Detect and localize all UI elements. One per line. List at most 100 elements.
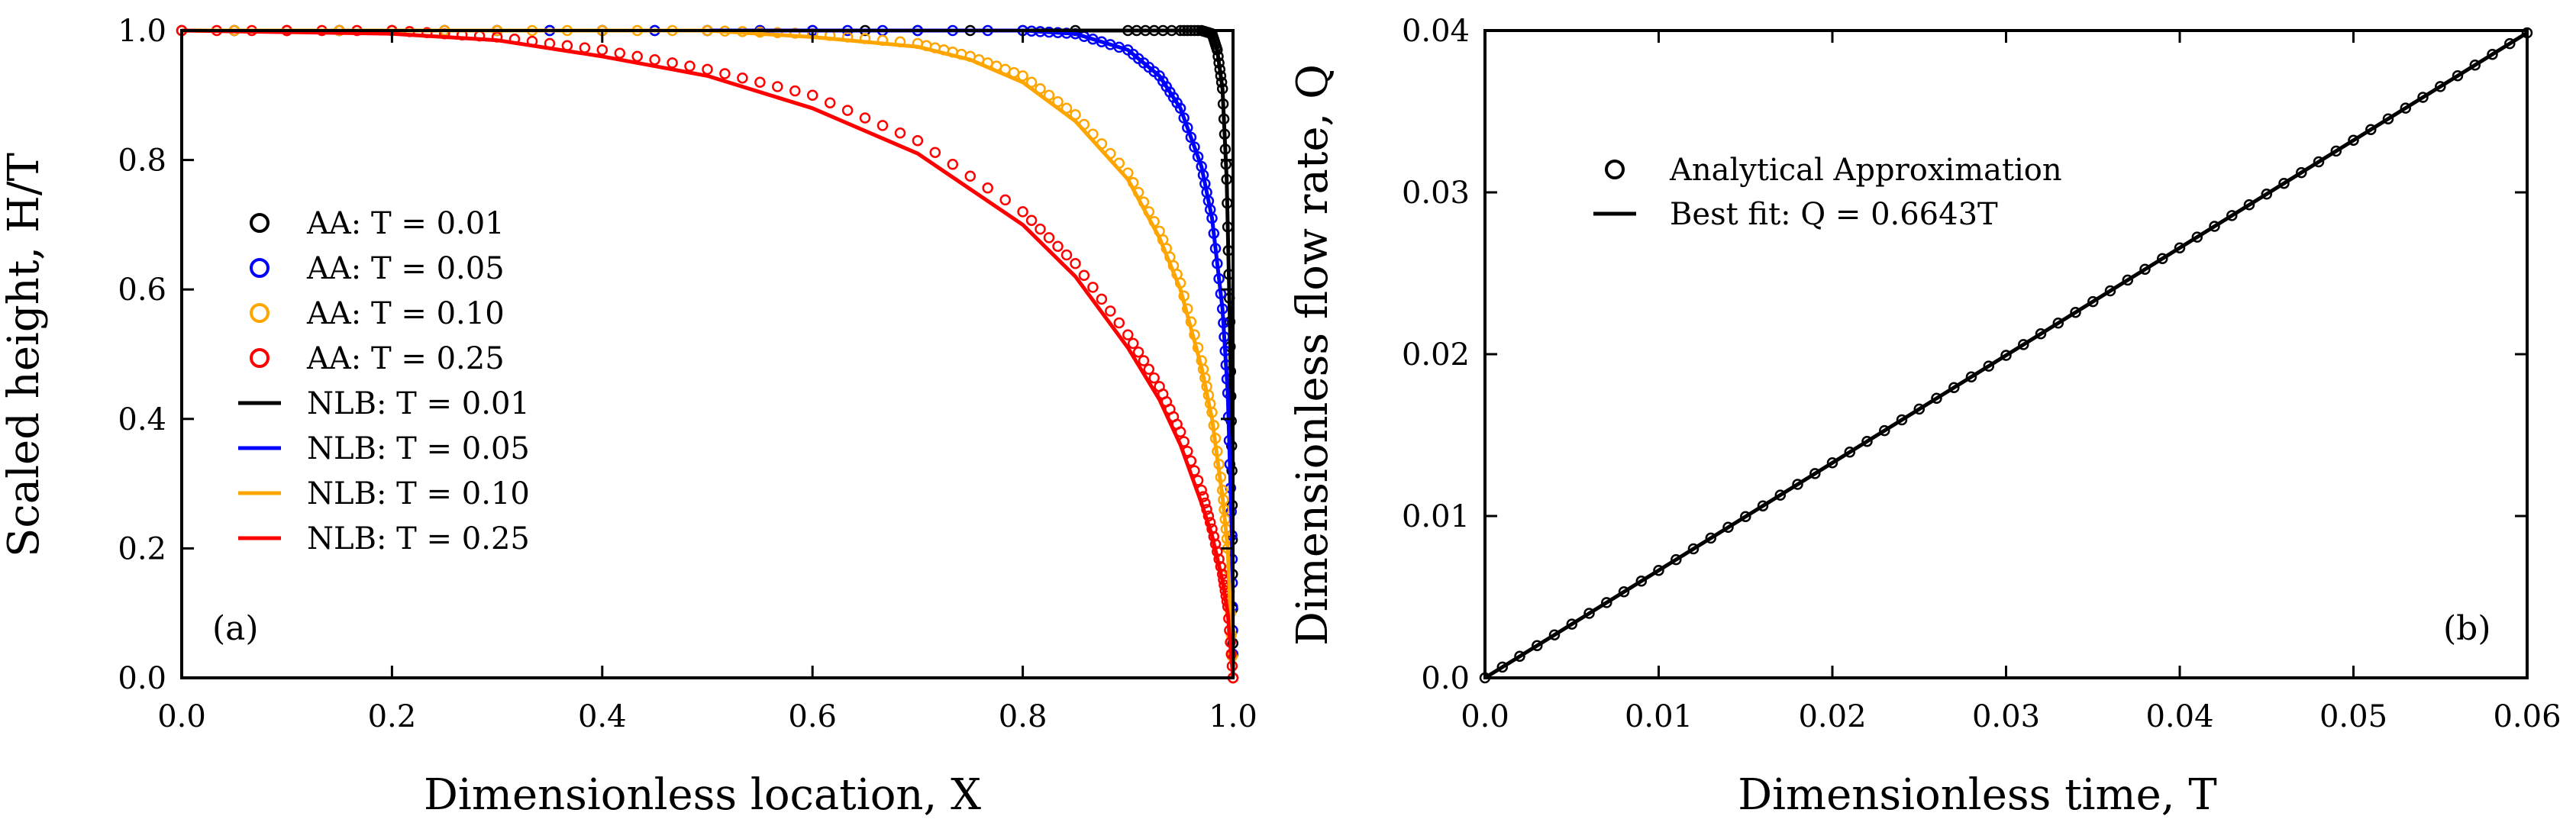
panel-b-series-analytical-approximation-marker bbox=[1687, 543, 1700, 555]
panel-b-series-analytical-approximation-marker bbox=[2122, 274, 2134, 286]
panel-b: 0.0 0.01 0.02 0.03 0.04 0.05 0.06 0.0 0.01 0.02 0.… bbox=[1288, 14, 2561, 820]
panel-a-series-aa-t-0-25-marker bbox=[667, 57, 678, 69]
panel-a-series-aa-t-0-25-marker bbox=[1138, 355, 1150, 366]
panel-b-series-analytical-approximation-marker bbox=[1913, 403, 1926, 415]
panel-a-x-tick-label: 0.0 bbox=[157, 699, 206, 734]
panel-b-series-analytical-approximation-marker bbox=[2087, 295, 2099, 308]
panel-b-y-tick-label: 0.02 bbox=[1402, 337, 1470, 373]
panel-b-series-analytical-approximation-marker bbox=[1931, 392, 1942, 405]
panel-b-series-analytical-approximation-marker bbox=[2104, 285, 2116, 297]
panel-a-series-aa-t-0-25-marker bbox=[1035, 223, 1046, 235]
panel-b-series-analytical-approximation-marker bbox=[1826, 457, 1838, 469]
panel-a-series-aa-t-0-05-marker bbox=[1171, 97, 1183, 108]
panel-a-series-aa-t-0-25-marker bbox=[1132, 346, 1144, 358]
panel-b-series-analytical-approximation-marker bbox=[1496, 661, 1509, 673]
panel-b-series-analytical-approximation-marker bbox=[1809, 468, 1821, 479]
panel-a-series-aa-t-0-25-marker bbox=[1017, 206, 1028, 218]
panel-a-y-tick-label: 0.2 bbox=[118, 531, 166, 566]
panel-b-y-axis-label: Dimensionless flow rate, Q bbox=[1288, 64, 1338, 646]
panel-a-series-aa-t-0-25-marker bbox=[702, 63, 713, 76]
panel-b-series-analytical-approximation-marker bbox=[1671, 553, 1682, 566]
panel-b-series-analytical-approximation-marker bbox=[1844, 447, 1856, 458]
panel-b-series-analytical-approximation-marker bbox=[2191, 231, 2203, 243]
panel-a-y-tick-label: 0.6 bbox=[118, 273, 166, 308]
panel-b-y-tick-label: 0.03 bbox=[1402, 176, 1470, 211]
panel-a-series-aa-t-0-25-marker bbox=[999, 194, 1011, 206]
panel-a-legend-aa-t-0-25-swatch bbox=[250, 348, 270, 368]
panel-a-legend-aa-t-0-25-label: AA: T = 0.25 bbox=[306, 341, 505, 376]
panel-a-series-aa-t-0-25-marker bbox=[824, 97, 836, 108]
panel-b-series-analytical-approximation-marker bbox=[1965, 371, 1977, 382]
panel-b-series-analytical-approximation-marker bbox=[2052, 318, 2064, 329]
panel-a-series-aa-t-0-25-marker bbox=[1052, 240, 1064, 252]
panel-b-x-axis-label: Dimensionless time, T bbox=[1738, 770, 2216, 820]
panel-b-series-analytical-approximation-marker bbox=[1653, 564, 1664, 576]
panel-a-x-tick-label: 1.0 bbox=[1209, 699, 1257, 734]
panel-b-series-analytical-approximation-marker bbox=[2330, 145, 2342, 157]
panel-b-series-analytical-approximation-marker bbox=[2487, 48, 2498, 60]
panel-a-series-aa-t-0-25-marker bbox=[841, 105, 854, 116]
panel-a-legend-aa-t-0-10-label: AA: T = 0.10 bbox=[306, 296, 505, 331]
panel-b-series-analytical-approximation-marker bbox=[2035, 328, 2047, 340]
panel-b-series-analytical-approximation-marker bbox=[1635, 576, 1648, 587]
panel-b-series-analytical-approximation-marker bbox=[1618, 586, 1630, 598]
panel-b-series-analytical-approximation-marker bbox=[2157, 253, 2168, 265]
panel-b-series-analytical-approximation-marker bbox=[1532, 640, 1543, 652]
panel-a: 0.0 0.2 0.4 0.6 0.8 1.0 0.0 0.2 0.4 0.6 0.8 1.0 Dim… bbox=[0, 14, 1257, 820]
panel-b-y-tick-label: 0.01 bbox=[1402, 499, 1470, 534]
panel-b-series-analytical-approximation-marker bbox=[1861, 435, 1873, 447]
panel-a-series-aa-t-0-25-marker bbox=[1096, 293, 1108, 305]
panel-b-series-analytical-approximation-marker bbox=[2400, 102, 2412, 114]
panel-b-series-analytical-approximation-marker bbox=[2261, 189, 2273, 200]
panel-a-series-aa-t-0-25-marker bbox=[649, 53, 660, 66]
panel-b-series-analytical-approximation-marker bbox=[2174, 242, 2186, 253]
panel-a-y-tick-label: 0.8 bbox=[118, 144, 166, 179]
panel-b-series-analytical-approximation-marker bbox=[1879, 424, 1890, 437]
panel-a-legend-nlb-t-0-05-label: NLB: T = 0.05 bbox=[307, 431, 530, 466]
panel-b-series-analytical-approximation-marker bbox=[1757, 500, 1769, 511]
panel-a-series-aa-t-0-25-marker bbox=[982, 182, 993, 194]
panel-a-series-aa-t-0-25-marker bbox=[929, 147, 941, 158]
panel-b-series-analytical-approximation-marker bbox=[1774, 489, 1787, 501]
panel-b-series-analytical-approximation-marker bbox=[2365, 124, 2377, 136]
panel-b-series bbox=[1479, 27, 2533, 684]
panel-a-axes: 0.0 0.2 0.4 0.6 0.8 1.0 0.0 0.2 0.4 0.6 0.8 1.0 bbox=[118, 14, 1257, 734]
panel-a-x-axis-label: Dimensionless location, X bbox=[424, 770, 981, 820]
panel-a-series-aa-t-0-25-marker bbox=[596, 44, 608, 56]
panel-b-y-tick-label: 0.04 bbox=[1402, 14, 1470, 49]
panel-b-series-analytical-approximation-marker bbox=[2070, 306, 2081, 318]
panel-b-series-analytical-approximation-marker bbox=[1896, 414, 1908, 426]
panel-b-series-analytical-approximation-marker bbox=[2296, 166, 2307, 179]
panel-b-series-analytical-approximation-marker bbox=[2313, 156, 2325, 168]
panel-a-series-aa-t-0-25-marker bbox=[1122, 329, 1134, 340]
panel-b-series-analytical-approximation-marker bbox=[1583, 608, 1595, 619]
panel-b-series-analytical-approximation-marker bbox=[2417, 92, 2429, 103]
panel-a-series bbox=[176, 24, 1239, 684]
panel-a-plot-frame bbox=[180, 29, 1235, 679]
panel-a-series-nlb-t-0-25-line bbox=[181, 28, 1235, 679]
panel-b-series-analytical-approximation-marker bbox=[1983, 360, 1995, 372]
panel-a-series-aa-t-0-25-marker bbox=[876, 120, 889, 131]
panel-a-series-aa-t-0-25-marker bbox=[1105, 305, 1116, 317]
panel-b-series-analytical-approximation-marker bbox=[2278, 177, 2290, 189]
panel-a-y-tick-label: 1.0 bbox=[118, 14, 166, 49]
panel-b-x-tick-label: 0.05 bbox=[2319, 699, 2387, 734]
panel-a-series-aa-t-0-25-marker bbox=[1087, 282, 1099, 293]
panel-a-series-aa-t-0-25-marker bbox=[684, 60, 696, 72]
panel-a-legend-aa-t-0-10-swatch bbox=[250, 303, 270, 323]
panel-b-series-analytical-approximation-marker bbox=[1548, 629, 1561, 640]
panel-b-x-tick-label: 0.0 bbox=[1461, 699, 1509, 734]
panel-a-series-aa-t-0-25-marker bbox=[947, 159, 959, 170]
panel-b-series-analytical-approximation-marker bbox=[2139, 263, 2151, 276]
panel-a-legend-nlb-t-0-01-label: NLB: T = 0.01 bbox=[307, 386, 530, 421]
panel-a-series-aa-t-0-25-marker bbox=[1148, 372, 1160, 384]
panel-b-legend-best-fit-q-0-6643t-label: Best fit: Q = 0.6643T bbox=[1670, 197, 1998, 232]
panel-a-series-aa-t-0-25-marker bbox=[859, 112, 871, 124]
panel-b-series-analytical-approximation-marker bbox=[1705, 532, 1717, 544]
panel-b-series-analytical-approximation-marker bbox=[1948, 382, 1960, 394]
panel-a-x-tick-label: 0.2 bbox=[368, 699, 417, 734]
panel-b-legend-analytical-approximation-swatch bbox=[1605, 160, 1625, 179]
panel-a-legend: AA: T = 0.01 AA: T = 0.05 AA: T = 0.10 AA: … bbox=[238, 206, 530, 556]
panel-b-y-tick-label: 0.0 bbox=[1421, 661, 1470, 696]
